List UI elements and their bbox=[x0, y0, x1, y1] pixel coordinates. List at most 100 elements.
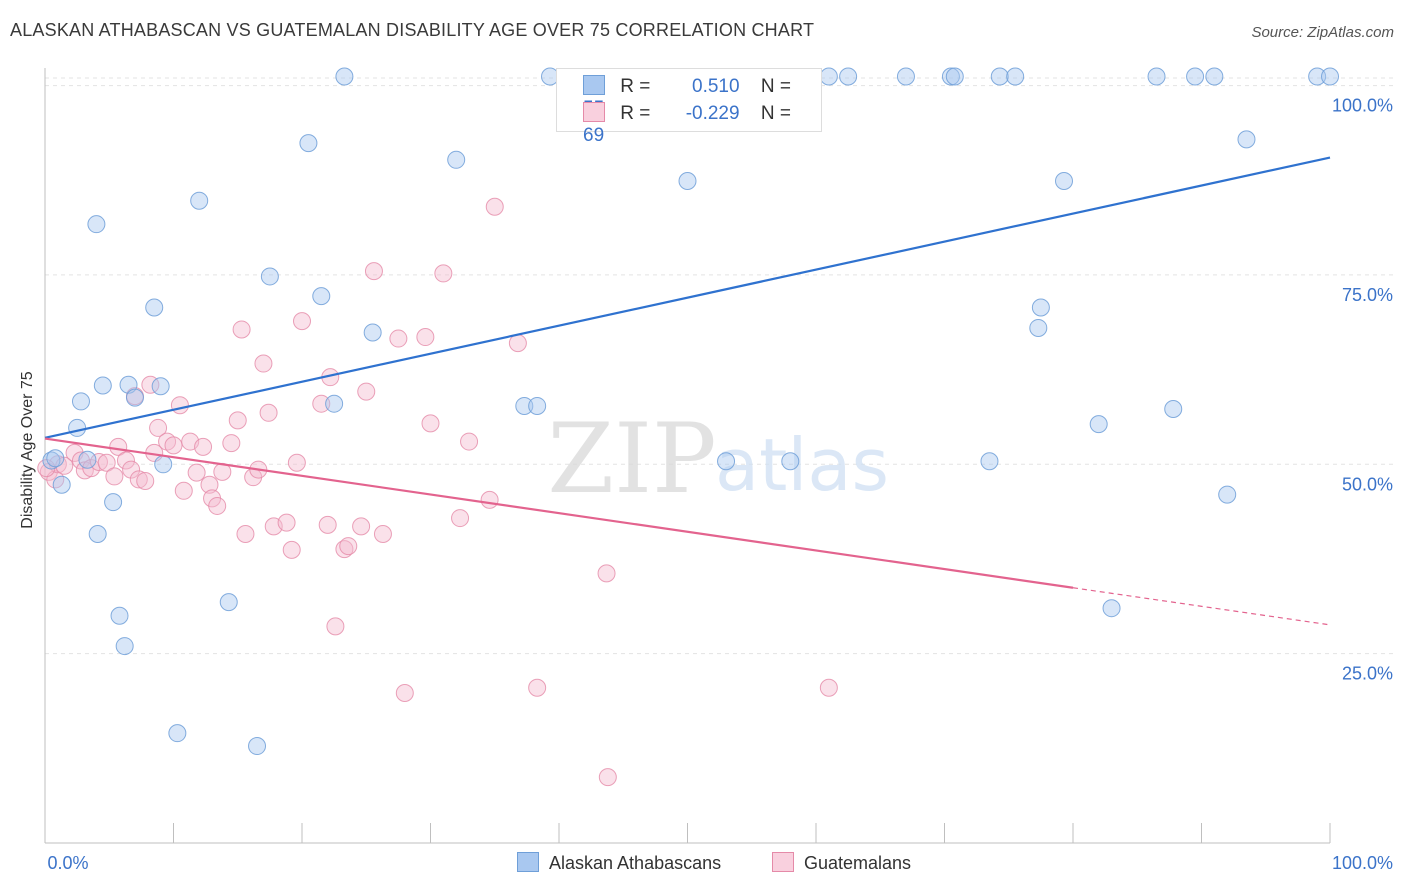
legend-row-athabascans: R = 0.510 N = 55 bbox=[583, 75, 821, 120]
athabascans-point bbox=[363, 323, 382, 342]
athabascans-point bbox=[68, 418, 87, 437]
legend-swatch-pink bbox=[583, 102, 605, 122]
athabascans-point bbox=[151, 377, 170, 396]
athabascans-point bbox=[819, 67, 838, 86]
guatemalans-point bbox=[598, 768, 617, 787]
guatemalans-point bbox=[312, 394, 331, 413]
x-tick-label-min: 0.0% bbox=[47, 853, 88, 873]
athabascans-point bbox=[1237, 130, 1256, 149]
chart-title: ALASKAN ATHABASCAN VS GUATEMALAN DISABIL… bbox=[10, 20, 815, 40]
athabascans-point bbox=[299, 134, 318, 153]
athabascans-point bbox=[515, 396, 534, 415]
athabascans-point bbox=[1102, 599, 1121, 618]
guatemalans-point bbox=[236, 524, 255, 543]
athabascans-point bbox=[1321, 67, 1339, 86]
athabascans-point bbox=[87, 215, 106, 234]
athabascans-point bbox=[110, 606, 129, 625]
guatemalans-point bbox=[352, 517, 371, 536]
y-tick-label: 25.0% bbox=[1342, 664, 1393, 684]
athabascans-point bbox=[1205, 67, 1224, 86]
guatemalans-point bbox=[451, 509, 470, 528]
legend-row-guatemalans: R = -0.229 N = 69 bbox=[583, 102, 821, 147]
guatemalans-point bbox=[357, 382, 376, 401]
athabascans-point bbox=[312, 287, 331, 306]
guatemalans-point bbox=[222, 434, 241, 453]
guatemalans-point bbox=[194, 437, 213, 456]
athabascans-point bbox=[528, 396, 547, 415]
athabascans-point bbox=[71, 392, 90, 411]
athabascans-points bbox=[42, 67, 1339, 756]
athabascans-point bbox=[154, 455, 173, 474]
guatemalans-point bbox=[89, 453, 108, 472]
guatemalans-point bbox=[187, 463, 206, 482]
guatemalans-point bbox=[254, 354, 273, 373]
guatemalans-point bbox=[287, 453, 306, 472]
guatemalans-point bbox=[416, 328, 435, 347]
athabascans-point bbox=[1031, 298, 1050, 317]
guatemalans-point bbox=[485, 197, 504, 216]
guatemalans-point bbox=[116, 451, 135, 470]
guatemalans-point bbox=[364, 262, 383, 281]
guatemalans-point bbox=[528, 678, 547, 697]
athabascans-point bbox=[325, 394, 344, 413]
guatemalans-point bbox=[277, 513, 296, 532]
bottom-swatch-pink bbox=[772, 852, 794, 872]
guatemalans-point bbox=[164, 436, 183, 455]
legend-r-value-1: 0.510 bbox=[692, 76, 740, 97]
bottom-legend-label-2: Guatemalans bbox=[804, 853, 912, 873]
guatemalans-point bbox=[232, 320, 251, 339]
legend-r-label-1: R = bbox=[620, 76, 651, 97]
guatemalans-point bbox=[174, 481, 193, 500]
athabascans-point bbox=[1006, 67, 1025, 86]
guatemalans-trend-extension bbox=[1072, 587, 1331, 626]
athabascans-point bbox=[990, 67, 1009, 86]
athabascans-point bbox=[335, 67, 354, 86]
athabascans-point bbox=[1089, 415, 1108, 434]
guatemalans-point bbox=[200, 475, 219, 494]
guatemalans-point bbox=[434, 264, 453, 283]
athabascans-point bbox=[781, 452, 800, 471]
bottom-legend-label-1: Alaskan Athabascans bbox=[549, 853, 722, 873]
guatemalans-point bbox=[597, 564, 616, 583]
guatemalans-point bbox=[326, 617, 345, 636]
guatemalans-point bbox=[122, 460, 141, 479]
guatemalans-point bbox=[318, 515, 337, 534]
athabascans-point bbox=[115, 637, 134, 656]
guatemalans-point bbox=[170, 396, 189, 415]
athabascans-point bbox=[839, 67, 858, 86]
legend-r-label-2: R = bbox=[620, 103, 651, 124]
guatemalans-point bbox=[293, 312, 311, 331]
trend-lines bbox=[44, 156, 1331, 626]
athabascans-point bbox=[125, 388, 144, 407]
guatemalans-trend-line bbox=[44, 437, 1074, 589]
guatemalans-point bbox=[136, 471, 155, 490]
x-tick-label-max: 100.0% bbox=[1332, 853, 1393, 873]
watermark-atlas: atlas bbox=[715, 423, 889, 507]
y-tick-label: 75.0% bbox=[1342, 285, 1393, 305]
athabascans-point bbox=[678, 172, 697, 191]
athabascans-point bbox=[46, 449, 65, 468]
legend-n-label-2: N = bbox=[760, 103, 791, 124]
athabascans-point bbox=[980, 452, 999, 471]
legend-r-value-2: -0.229 bbox=[685, 103, 740, 124]
guatemalans-point bbox=[508, 334, 527, 353]
y-axis-label-wrap: Disability Age Over 75 bbox=[16, 300, 40, 600]
athabascans-point bbox=[1186, 67, 1205, 86]
athabascans-point bbox=[248, 737, 267, 756]
athabascans-point bbox=[145, 298, 164, 317]
guatemalans-point bbox=[149, 418, 168, 437]
y-axis-label: Disability Age Over 75 bbox=[19, 371, 36, 529]
watermark: ZIP atlas bbox=[547, 403, 889, 515]
stats-legend: R = 0.510 N = 55 R = -0.229 N = 69 bbox=[556, 68, 822, 146]
guatemalans-point bbox=[208, 496, 227, 515]
guatemalans-point bbox=[282, 540, 301, 559]
athabascans-trend-line bbox=[44, 156, 1331, 439]
guatemalans-point bbox=[105, 467, 124, 486]
bottom-legend-guatemalans: Guatemalans bbox=[772, 852, 911, 874]
guatemalans-point bbox=[460, 432, 479, 451]
athabascans-point bbox=[1164, 399, 1183, 418]
athabascans-point bbox=[219, 593, 238, 612]
gridlines bbox=[45, 77, 1393, 655]
athabascans-point bbox=[945, 67, 964, 86]
